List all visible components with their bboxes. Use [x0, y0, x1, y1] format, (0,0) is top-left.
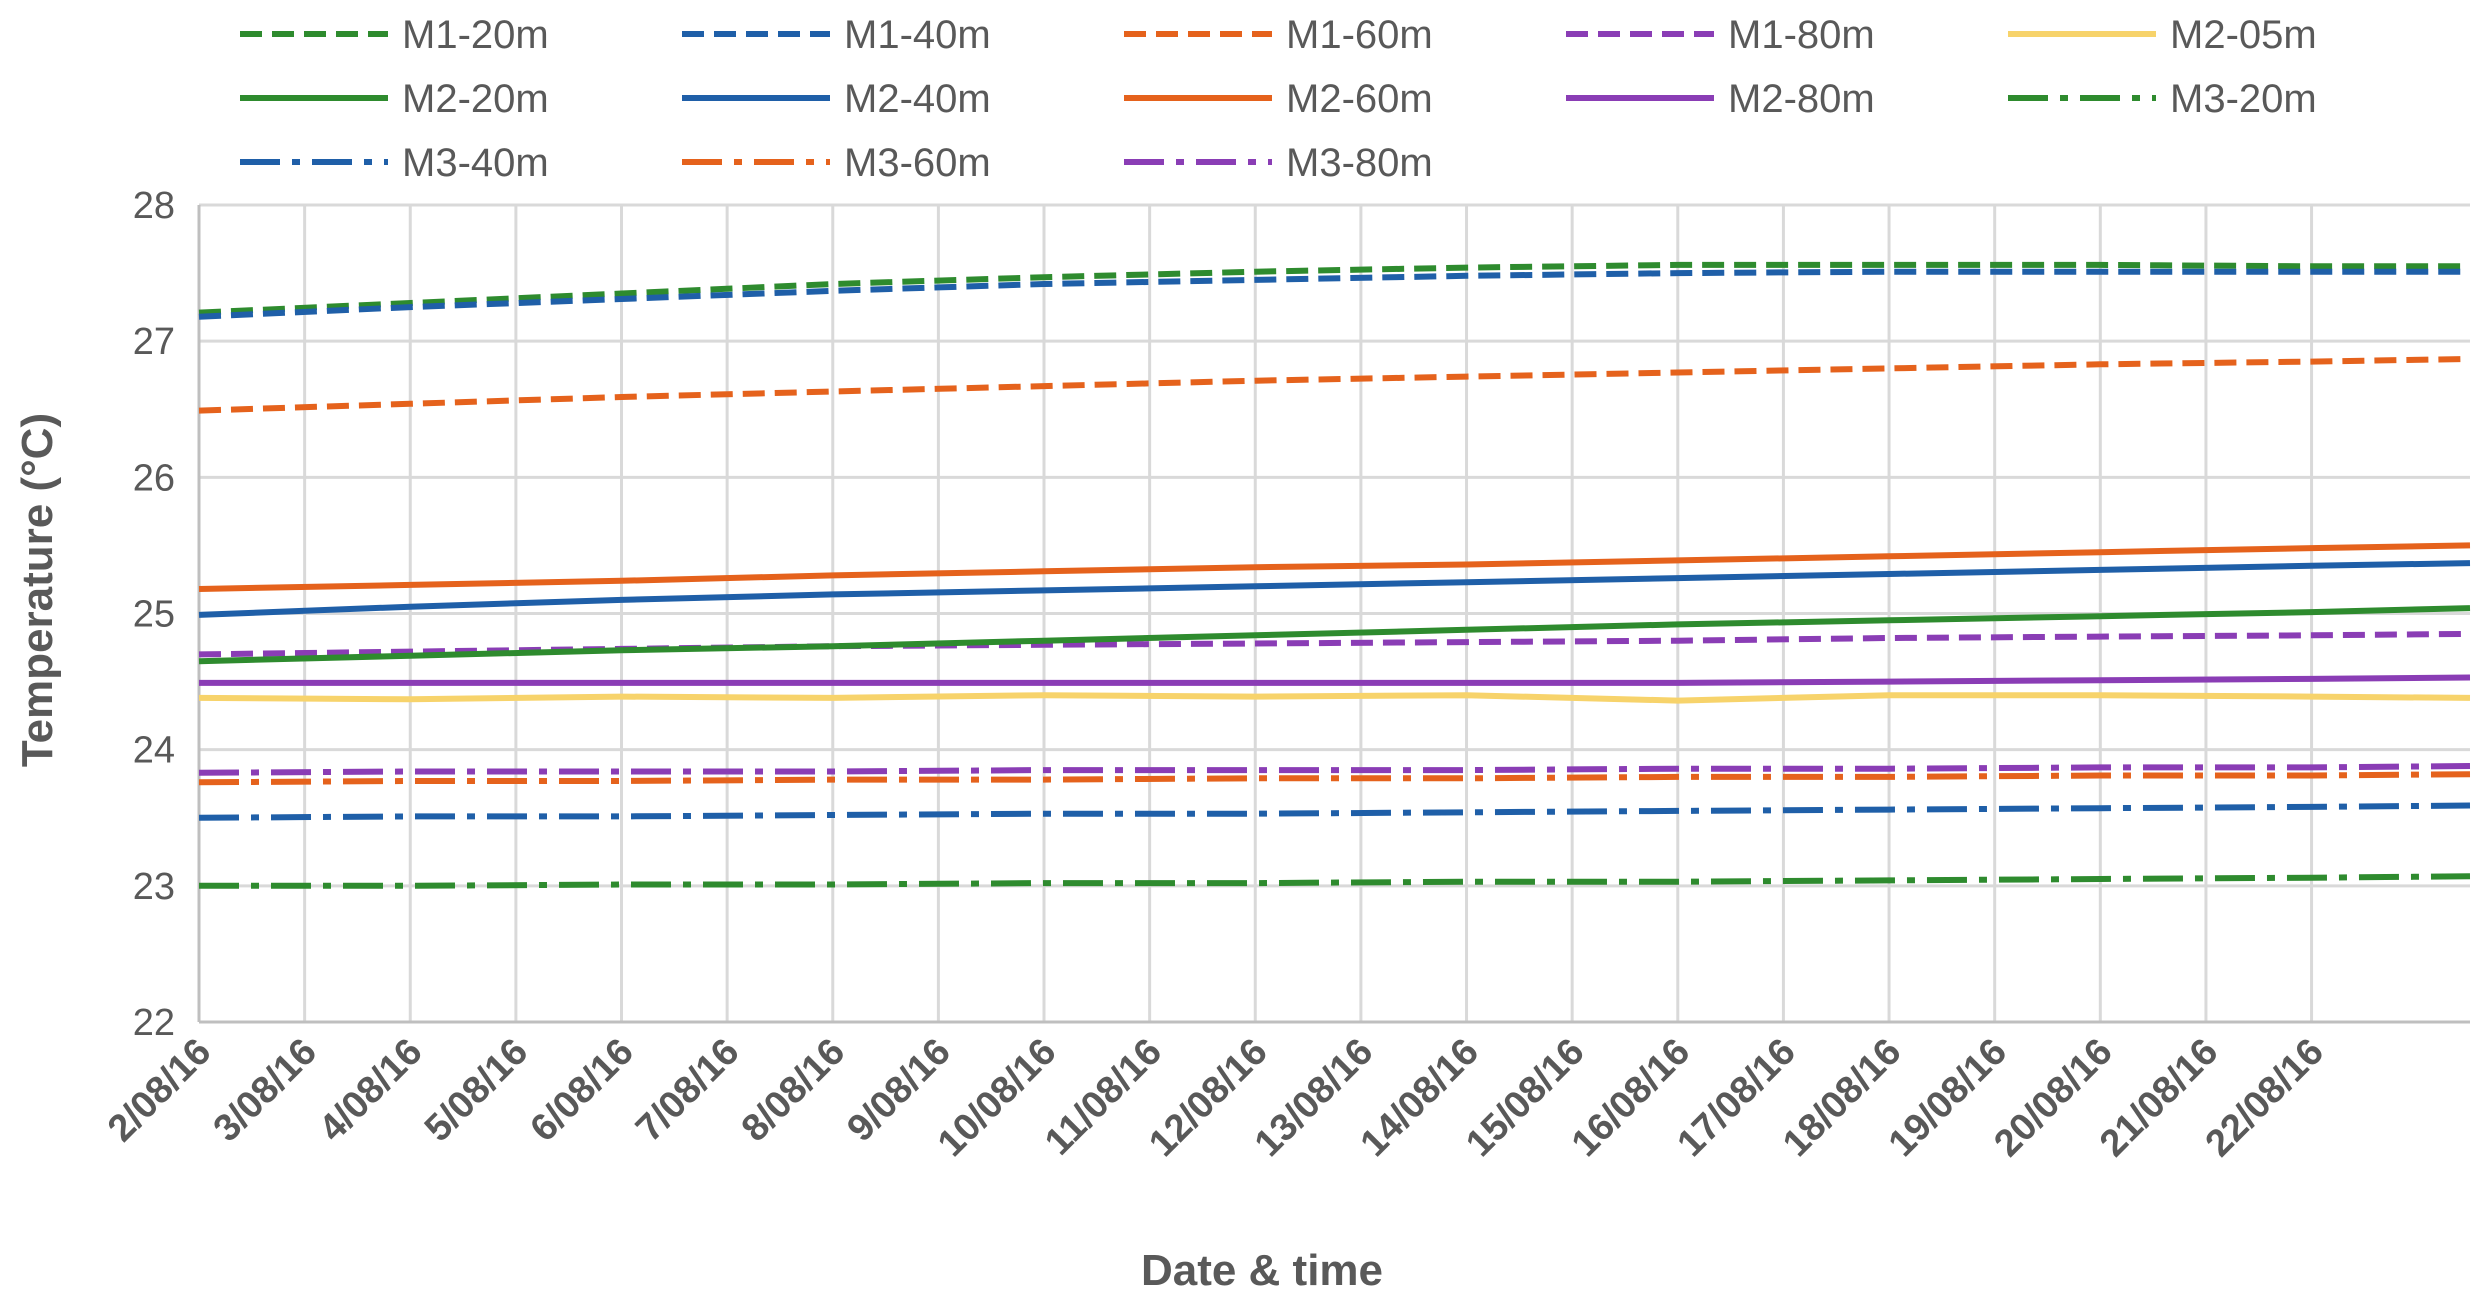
x-tick-label: 8/08/16 — [734, 1031, 853, 1150]
x-axis-title: Date & time — [1141, 1246, 1383, 1295]
y-tick-label: 28 — [133, 185, 175, 227]
legend-label-m2-80m: M2-80m — [1728, 77, 1875, 121]
legend-label-m3-40m: M3-40m — [402, 141, 549, 185]
series-line-m2-05m — [198, 692, 2471, 704]
legend: M1-20m M1-40m M1-60m M1-80m M2-05m M2-20m M2-4… — [240, 13, 2317, 185]
y-tick-label: 23 — [133, 866, 175, 908]
series-line-m1-60m — [198, 355, 2471, 414]
series-line-m3-80m — [198, 763, 2471, 776]
x-tick-label: 10/08/16 — [930, 1031, 1064, 1165]
series-line-m3-20m — [199, 873, 2471, 889]
x-tick-label: 6/08/16 — [523, 1031, 642, 1150]
series-line-m2-80m — [199, 674, 2471, 686]
y-tick-label: 24 — [133, 730, 175, 772]
x-tick-label: 22/08/16 — [2198, 1031, 2332, 1165]
legend-label-m1-80m: M1-80m — [1728, 13, 1875, 57]
y-axis-title: Temperature (°C) — [13, 413, 62, 767]
x-tick-label: 2/08/16 — [100, 1031, 219, 1150]
legend-label-m3-60m: M3-60m — [844, 141, 991, 185]
legend-label-m2-60m: M2-60m — [1286, 77, 1433, 121]
series-line-m3-60m — [198, 771, 2471, 786]
y-tick-label: 25 — [133, 594, 175, 636]
legend-label-m2-20m: M2-20m — [402, 77, 549, 121]
x-tick-labels: 2/08/163/08/164/08/165/08/166/08/167/08/… — [100, 1031, 2332, 1165]
series-line-m1-20m — [198, 261, 2470, 316]
legend-label-m2-40m: M2-40m — [844, 77, 991, 121]
series-line-m2-40m — [198, 560, 2471, 618]
series-line-m2-20m — [198, 605, 2471, 665]
y-tick-label: 27 — [133, 321, 175, 363]
series-lines — [198, 261, 2471, 889]
series-line-m1-40m — [198, 268, 2470, 320]
x-tick-label: 7/08/16 — [628, 1031, 747, 1150]
legend-label-m3-20m: M3-20m — [2170, 77, 2317, 121]
x-tick-label: 5/08/16 — [417, 1031, 536, 1150]
legend-label-m1-20m: M1-20m — [402, 13, 549, 57]
y-tick-label: 22 — [133, 1002, 175, 1044]
y-tick-label: 26 — [133, 457, 175, 499]
series-line-m2-60m — [198, 542, 2471, 592]
series-line-m3-40m — [198, 802, 2471, 821]
legend-label-m3-80m: M3-80m — [1286, 141, 1433, 185]
y-tick-labels: 22 23 24 25 26 27 28 — [133, 185, 175, 1044]
legend-label-m1-40m: M1-40m — [844, 13, 991, 57]
x-tick-label: 4/08/16 — [311, 1031, 430, 1150]
legend-label-m1-60m: M1-60m — [1286, 13, 1433, 57]
x-tick-label: 3/08/16 — [206, 1031, 325, 1150]
legend-label-m2-05m: M2-05m — [2170, 13, 2317, 57]
